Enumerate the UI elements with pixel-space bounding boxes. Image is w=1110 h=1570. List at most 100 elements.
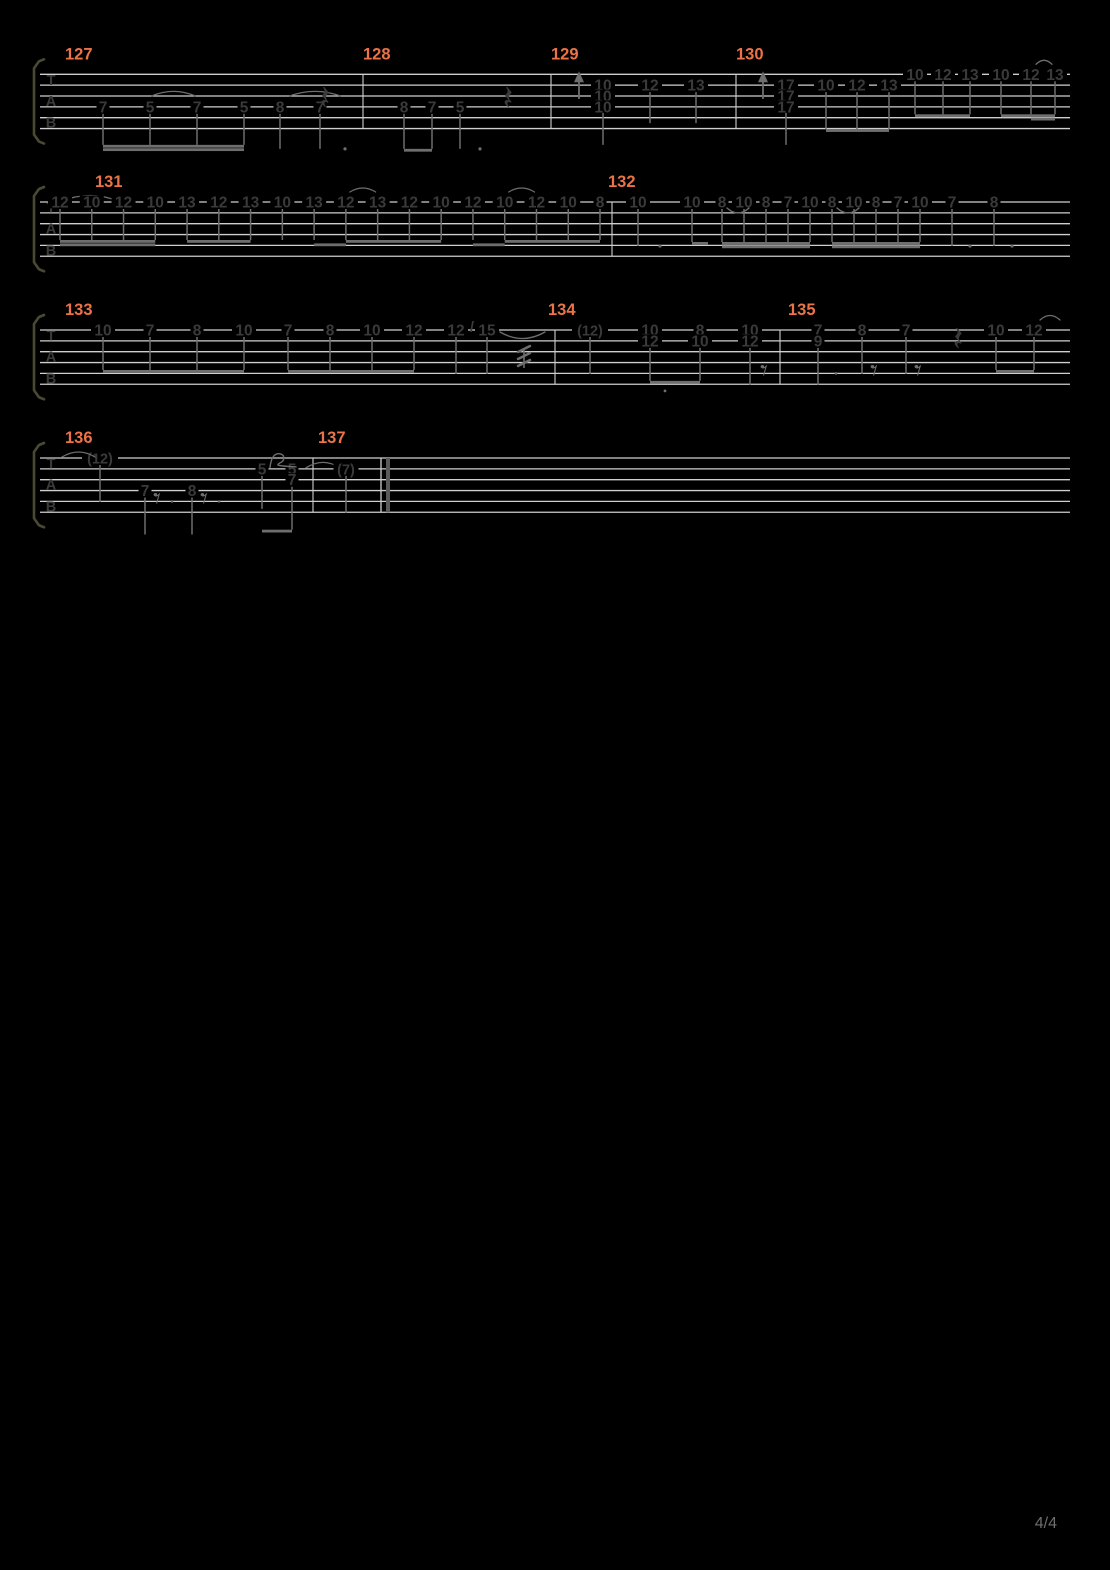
svg-text:8: 8 [762, 195, 771, 212]
svg-text:13: 13 [178, 195, 196, 212]
svg-text:134: 134 [548, 301, 576, 319]
svg-text:A: A [46, 222, 57, 238]
svg-text:𝄾: 𝄾 [200, 482, 208, 515]
svg-text:8: 8 [188, 483, 197, 500]
svg-text:12: 12 [51, 195, 68, 212]
svg-text:12: 12 [401, 195, 418, 212]
svg-text:10: 10 [845, 195, 862, 212]
svg-text:13: 13 [880, 78, 898, 95]
svg-text:12: 12 [115, 195, 132, 212]
svg-text:12: 12 [528, 195, 545, 212]
svg-text:10: 10 [801, 195, 818, 212]
svg-text:128: 128 [363, 45, 391, 63]
svg-text:12: 12 [1025, 323, 1042, 340]
svg-text:7: 7 [784, 195, 793, 212]
svg-text:10: 10 [433, 195, 450, 212]
svg-text:7: 7 [99, 99, 108, 116]
svg-text:8: 8 [326, 323, 335, 340]
svg-text:A: A [46, 478, 57, 494]
svg-text:8: 8 [990, 195, 999, 212]
svg-text:133: 133 [65, 301, 93, 319]
svg-text:10: 10 [735, 195, 752, 212]
svg-text:7: 7 [284, 323, 293, 340]
svg-text:12: 12 [641, 333, 658, 350]
svg-text:13: 13 [305, 195, 323, 212]
svg-text:A: A [46, 94, 57, 110]
svg-text:B: B [46, 499, 56, 515]
svg-text:8: 8 [872, 195, 881, 212]
svg-text:7: 7 [428, 99, 437, 116]
svg-text:7: 7 [902, 323, 911, 340]
svg-text:T: T [47, 73, 56, 89]
svg-text:12: 12 [337, 195, 354, 212]
svg-text:7: 7 [288, 472, 297, 489]
svg-text:10: 10 [911, 195, 928, 212]
svg-text:13: 13 [1046, 67, 1064, 84]
svg-text:5: 5 [456, 99, 465, 116]
svg-text:12: 12 [464, 195, 481, 212]
svg-text:12: 12 [210, 195, 227, 212]
svg-text:4/4: 4/4 [1035, 1515, 1057, 1532]
svg-text:7: 7 [141, 483, 150, 500]
svg-text:𝄽: 𝄽 [503, 80, 513, 118]
svg-text:10: 10 [235, 323, 252, 340]
svg-text:B: B [46, 371, 56, 387]
svg-text:A: A [46, 350, 57, 366]
svg-text:136: 136 [65, 429, 93, 447]
svg-text:10: 10 [147, 195, 164, 212]
svg-text:10: 10 [987, 323, 1004, 340]
svg-text:8: 8 [718, 195, 727, 212]
svg-text:131: 131 [95, 173, 123, 191]
svg-text:137: 137 [318, 429, 346, 447]
svg-text:T: T [47, 457, 56, 473]
svg-text:12: 12 [1022, 67, 1039, 84]
svg-text:129: 129 [551, 45, 579, 63]
svg-text:5: 5 [258, 461, 267, 478]
svg-text:10: 10 [992, 67, 1009, 84]
svg-text:8: 8 [276, 99, 285, 116]
svg-text:12: 12 [848, 78, 865, 95]
svg-text:10: 10 [83, 195, 100, 212]
svg-text:𝄾: 𝄾 [914, 354, 922, 387]
svg-text:8: 8 [858, 323, 867, 340]
svg-text:T: T [47, 329, 56, 345]
svg-text:10: 10 [906, 67, 923, 84]
svg-text:130: 130 [736, 45, 764, 63]
svg-text:12: 12 [641, 78, 658, 95]
svg-text:10: 10 [274, 195, 291, 212]
svg-text:𝄾: 𝄾 [153, 482, 161, 515]
svg-text:13: 13 [242, 195, 260, 212]
svg-text:8: 8 [400, 99, 409, 116]
svg-text:8: 8 [193, 323, 202, 340]
svg-text:7: 7 [894, 195, 903, 212]
svg-text:12: 12 [934, 67, 951, 84]
svg-text:13: 13 [369, 195, 387, 212]
svg-text:12: 12 [447, 323, 464, 340]
svg-text:10: 10 [629, 195, 646, 212]
svg-text:𝄾: 𝄾 [760, 354, 768, 387]
svg-text:132: 132 [608, 173, 636, 191]
svg-text:7: 7 [146, 323, 155, 340]
svg-text:B: B [46, 243, 56, 259]
svg-text:8: 8 [596, 195, 605, 212]
svg-text:135: 135 [788, 301, 816, 319]
svg-text:10: 10 [496, 195, 513, 212]
svg-text:15: 15 [478, 323, 496, 340]
svg-text:7: 7 [948, 195, 957, 212]
svg-text:12: 12 [405, 323, 422, 340]
svg-text:10: 10 [691, 333, 708, 350]
svg-text:𝄾: 𝄾 [870, 354, 878, 387]
svg-text:13: 13 [961, 67, 979, 84]
svg-text:10: 10 [363, 323, 380, 340]
svg-text:127: 127 [65, 45, 93, 63]
svg-text:B: B [46, 116, 56, 132]
svg-text:13: 13 [687, 78, 705, 95]
svg-text:9: 9 [814, 333, 823, 350]
svg-text:10: 10 [560, 195, 577, 212]
svg-text:8: 8 [828, 195, 837, 212]
svg-text:7: 7 [193, 99, 202, 116]
svg-text:𝄽: 𝄽 [320, 80, 330, 118]
svg-text:10: 10 [817, 78, 834, 95]
svg-text:5: 5 [240, 99, 249, 116]
svg-text:𝄽: 𝄽 [953, 320, 963, 358]
